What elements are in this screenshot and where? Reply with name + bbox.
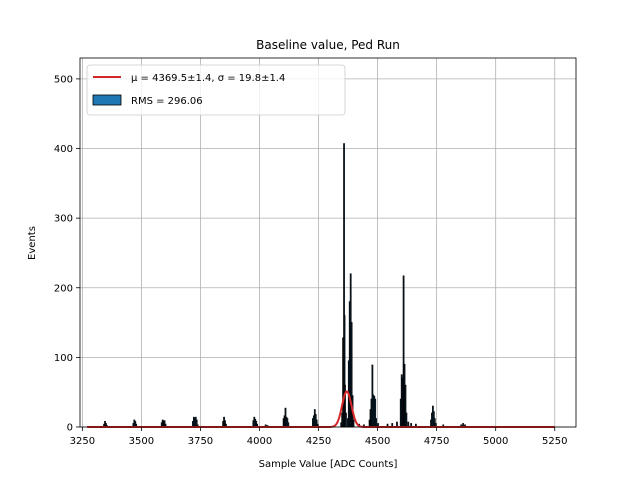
legend-fit-label: μ = 4369.5±1.4, σ = 19.8±1.4 bbox=[131, 73, 285, 84]
x-tick-label: 3500 bbox=[129, 436, 154, 447]
legend-histogram-patch-icon bbox=[92, 94, 122, 106]
histogram-bar bbox=[375, 418, 378, 428]
legend-box bbox=[86, 64, 346, 116]
x-tick-label: 3250 bbox=[70, 436, 95, 447]
y-axis-label: Events bbox=[27, 226, 38, 260]
y-tick-label: 400 bbox=[54, 144, 73, 155]
y-axis-ticks: 0 100 200 300 400 500 bbox=[54, 74, 80, 434]
x-tick-label: 5000 bbox=[483, 436, 508, 447]
y-tick-label: 200 bbox=[54, 283, 73, 294]
x-tick-label: 4500 bbox=[365, 436, 390, 447]
histogram-bar bbox=[345, 412, 347, 428]
chart-title: Baseline value, Ped Run bbox=[256, 38, 400, 52]
x-tick-label: 4750 bbox=[424, 436, 449, 447]
y-tick-label: 0 bbox=[67, 423, 73, 434]
y-tick-label: 500 bbox=[54, 74, 73, 85]
legend-histogram-label: RMS = 296.06 bbox=[131, 96, 203, 107]
histogram-bar bbox=[352, 419, 355, 428]
x-tick-label: 4250 bbox=[306, 436, 331, 447]
x-tick-label: 3750 bbox=[188, 436, 213, 447]
y-tick-label: 300 bbox=[54, 214, 73, 225]
plot-frame bbox=[79, 57, 577, 428]
histogram-bar bbox=[405, 412, 408, 428]
x-tick-label: 5250 bbox=[542, 436, 567, 447]
x-axis-ticks: 3250 3500 3750 4000 4250 4500 4750 5000 5250 bbox=[70, 427, 567, 447]
legend: μ = 4369.5±1.4, σ = 19.8±1.4 RMS = 296.0… bbox=[86, 64, 346, 116]
x-tick-label: 4000 bbox=[247, 436, 272, 447]
x-axis-label: Sample Value [ADC Counts] bbox=[259, 459, 398, 470]
y-tick-label: 100 bbox=[54, 353, 73, 364]
